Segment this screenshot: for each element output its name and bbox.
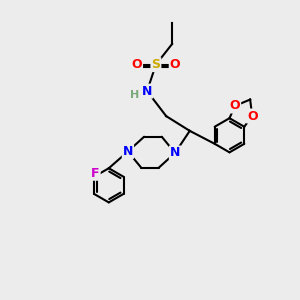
Text: O: O [230,100,240,112]
Text: O: O [247,110,257,122]
Text: N: N [142,85,152,98]
Text: F: F [91,167,100,180]
Text: N: N [123,145,133,158]
Text: O: O [170,58,180,71]
Text: O: O [131,58,142,71]
Text: H: H [130,90,139,100]
Text: N: N [170,146,180,159]
Text: S: S [152,58,160,71]
